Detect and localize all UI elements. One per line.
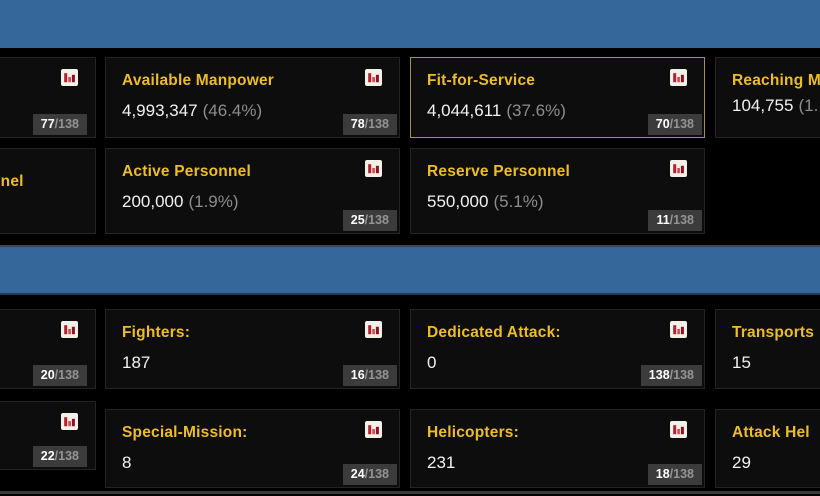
rank-badge: 70/138 [647, 114, 702, 135]
bar-chart-icon[interactable] [365, 69, 382, 86]
stat-card-attack-helicopters[interactable]: Attack Hel 29 [715, 409, 820, 488]
stat-card-dedicated-attack[interactable]: Dedicated Attack: 0 138/138 [410, 309, 705, 389]
stat-value: 187 [122, 353, 151, 372]
rank-badge: 11/138 [648, 210, 702, 231]
stat-card-partial-left-1[interactable]: 77/138 [0, 57, 96, 138]
stat-title: Available Manpower [122, 72, 275, 89]
bar-chart-icon[interactable] [61, 69, 78, 86]
section-header-band-top [0, 0, 820, 48]
stat-value: 104,755 (1. [732, 96, 819, 115]
stat-value: 4,044,611 (37.6%) [427, 101, 566, 120]
stat-card-partial-left-3[interactable]: 20/138 [0, 309, 96, 389]
section-divider-bottom [0, 491, 820, 494]
bar-chart-icon[interactable] [61, 321, 78, 338]
section-header-band-middle [0, 245, 820, 295]
rank-badge: 24/138 [342, 464, 397, 485]
stat-card-active-personnel[interactable]: Active Personnel 200,000 (1.9%) 25/138 [105, 148, 400, 234]
stat-percent: (5.1%) [493, 192, 544, 211]
stat-card-transports[interactable]: Transports 15 [715, 309, 820, 389]
stat-title: nnel [0, 173, 24, 190]
stat-value: 4,993,347 (46.4%) [122, 101, 263, 120]
bar-chart-icon[interactable] [365, 321, 382, 338]
stat-title: Transports [732, 324, 815, 341]
bar-chart-icon[interactable] [670, 160, 687, 177]
rank-badge: 18/138 [647, 464, 702, 485]
bar-chart-icon[interactable] [670, 321, 687, 338]
stat-value: 29 [732, 453, 751, 472]
stat-card-helicopters[interactable]: Helicopters: 231 18/138 [410, 409, 705, 488]
stat-value: 8 [122, 453, 132, 472]
stat-title: Reaching Mil [732, 72, 820, 89]
stat-value: 200,000 (1.9%) [122, 192, 239, 211]
stat-title: Active Personnel [122, 163, 251, 180]
bar-chart-icon[interactable] [365, 421, 382, 438]
stat-title: Reserve Personnel [427, 163, 570, 180]
stat-value: 15 [732, 353, 751, 372]
stat-percent: (37.6%) [506, 101, 566, 120]
stat-title: Special-Mission: [122, 424, 248, 441]
stat-title: Fit-for-Service [427, 72, 536, 89]
bar-chart-icon[interactable] [670, 421, 687, 438]
rank-badge: 25/138 [342, 210, 397, 231]
stat-title: Helicopters: [427, 424, 519, 441]
stat-title: Fighters: [122, 324, 191, 341]
stat-title: Dedicated Attack: [427, 324, 561, 341]
stat-value: 550,000 (5.1%) [427, 192, 544, 211]
stat-card-fighters[interactable]: Fighters: 187 16/138 [105, 309, 400, 389]
stat-value: 0 [427, 353, 437, 372]
bar-chart-icon[interactable] [61, 413, 78, 430]
stat-card-special-mission[interactable]: Special-Mission: 8 24/138 [105, 409, 400, 488]
stat-percent: (1.9%) [188, 192, 239, 211]
rank-badge: 77/138 [32, 114, 87, 135]
bar-chart-icon[interactable] [365, 160, 382, 177]
stat-card-fit-for-service[interactable]: Fit-for-Service 4,044,611 (37.6%) 70/138 [410, 57, 705, 138]
stat-percent: (46.4%) [202, 101, 263, 120]
stat-card-partial-left-2[interactable]: nnel [0, 148, 96, 234]
rank-badge: 78/138 [342, 114, 397, 135]
stat-value: 231 [427, 453, 456, 472]
stat-title: Attack Hel [732, 424, 810, 441]
stat-card-reserve-personnel[interactable]: Reserve Personnel 550,000 (5.1%) 11/138 [410, 148, 705, 234]
rank-badge: 138/138 [640, 365, 702, 386]
bar-chart-icon[interactable] [670, 69, 687, 86]
stat-card-reaching-military-age[interactable]: Reaching Mil 104,755(1. [715, 57, 820, 138]
stat-card-partial-left-4[interactable]: 22/138 [0, 401, 96, 470]
rank-badge: 20/138 [32, 365, 87, 386]
stat-card-available-manpower[interactable]: Available Manpower 4,993,347 (46.4%) 78/1… [105, 57, 400, 138]
rank-badge: 16/138 [342, 365, 397, 386]
stat-percent: (1. [798, 96, 819, 115]
rank-badge: 22/138 [32, 446, 87, 467]
